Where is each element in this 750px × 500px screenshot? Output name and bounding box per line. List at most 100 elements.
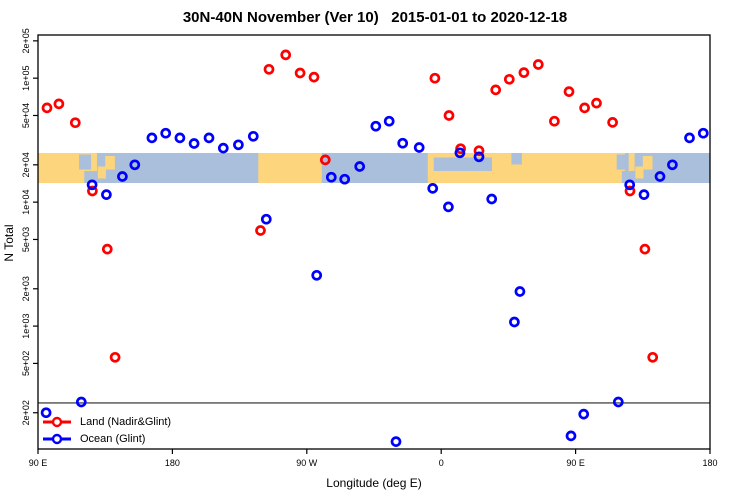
land-point: [624, 185, 636, 197]
land-point: [647, 351, 659, 363]
y-tick-label: 2e+03: [21, 276, 31, 301]
land-point: [294, 67, 306, 79]
ocean-point: [217, 142, 229, 154]
ocean-point: [101, 189, 112, 200]
ocean-point: [86, 179, 98, 191]
ocean-point: [509, 316, 520, 328]
land-point: [518, 67, 530, 78]
ocean-point: [247, 130, 259, 142]
y-tick-label: 5e+02: [21, 351, 31, 376]
y-tick-label: 1e+04: [21, 189, 31, 214]
ocean-point: [40, 407, 52, 419]
land-point: [109, 351, 121, 363]
land-legend-symbol: [43, 416, 71, 427]
ocean-point: [565, 430, 577, 442]
ocean-point: [383, 115, 395, 127]
plot-border: [37, 34, 711, 450]
map-band-land: [642, 156, 653, 170]
land-point: [280, 49, 292, 61]
y-tick-label: 5e+04: [21, 103, 31, 128]
y-tick-label: 2e+05: [21, 28, 31, 53]
ocean-point: [638, 189, 650, 200]
ocean-point: [75, 396, 87, 408]
land-point: [69, 117, 81, 129]
map-band-land: [258, 153, 322, 184]
ocean-point: [311, 269, 323, 281]
ocean-point: [397, 137, 409, 149]
ocean-point: [413, 142, 425, 153]
x-tick-label: 0: [439, 458, 444, 468]
ocean-point: [486, 193, 498, 205]
ocean-point: [325, 171, 337, 183]
map-band-land: [628, 153, 635, 172]
ocean-point: [129, 159, 141, 171]
map-band-sea-patch: [84, 171, 93, 184]
y-axis-label: N Total: [2, 224, 16, 262]
ocean-point: [454, 147, 466, 159]
land-point: [429, 72, 441, 84]
legend-label-land: Land (Nadir&Glint): [80, 415, 172, 428]
ocean-point: [390, 436, 402, 447]
land-point: [101, 243, 113, 255]
ocean-point: [260, 213, 272, 225]
ocean-point: [578, 408, 590, 420]
ocean-point: [339, 173, 351, 185]
land-point: [443, 110, 455, 121]
land-point: [255, 225, 266, 236]
land-point: [263, 63, 275, 75]
land-point: [532, 59, 544, 70]
land-point: [308, 71, 320, 83]
ocean-point: [174, 132, 186, 144]
ocean-point: [612, 396, 624, 408]
map-band-land: [97, 166, 106, 179]
land-point: [503, 73, 515, 85]
land-point: [490, 84, 502, 96]
land-point: [607, 117, 618, 128]
land-point: [53, 98, 65, 110]
legend-item-ocean: Ocean (Glint): [42, 430, 171, 447]
ocean-point: [117, 171, 128, 182]
ocean-point: [667, 159, 678, 171]
land-point: [639, 243, 651, 255]
ocean-point: [654, 171, 666, 182]
ocean-point: [203, 132, 215, 144]
map-band-sea-patch: [79, 154, 92, 170]
x-tick-label: 90 E: [29, 458, 48, 468]
ocean-point: [684, 132, 695, 144]
ocean-point: [443, 201, 454, 213]
ocean-legend-symbol: [43, 433, 71, 444]
ocean-point: [427, 183, 439, 194]
land-point: [87, 185, 98, 197]
y-tick-label: 1e+03: [21, 313, 31, 338]
land-point: [579, 102, 590, 114]
x-tick-label: 180: [702, 458, 717, 468]
land-point: [41, 102, 53, 114]
ocean-point: [146, 132, 158, 144]
map-band-sea-patch: [616, 154, 629, 170]
x-axis-label: Longitude (deg E): [326, 476, 422, 490]
ocean-point: [188, 138, 200, 149]
land-point: [473, 145, 485, 157]
map-band-land: [105, 156, 115, 170]
map-band-sea-patch: [511, 153, 522, 165]
ocean-point: [233, 139, 244, 151]
x-tick-label: 90 W: [296, 458, 318, 468]
legend-item-land: Land (Nadir&Glint): [42, 413, 171, 430]
chart-title: 30N-40N November (Ver 10) 2015-01-01 to …: [182, 9, 568, 26]
y-tick-label: 1e+05: [21, 66, 31, 91]
ocean-point: [624, 179, 636, 191]
ocean-point: [697, 127, 709, 139]
ocean-point: [473, 151, 485, 163]
y-tick-label: 2e+02: [21, 400, 31, 425]
ocean-point: [354, 161, 366, 172]
y-tick-label: 2e+04: [21, 152, 31, 177]
ocean-point: [160, 127, 172, 139]
x-tick-label: 180: [165, 458, 180, 468]
map-band-land: [635, 166, 644, 179]
land-point: [563, 86, 575, 97]
legend-label-ocean: Ocean (Glint): [80, 432, 146, 445]
map-band-land: [91, 153, 97, 172]
legend: Land (Nadir&Glint) Ocean (Glint): [42, 413, 171, 447]
land-point: [591, 97, 602, 109]
